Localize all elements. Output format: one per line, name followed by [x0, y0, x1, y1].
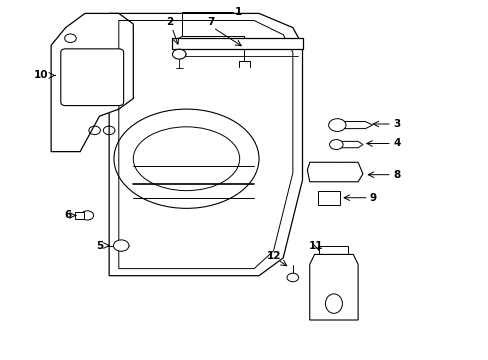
Polygon shape	[307, 162, 362, 182]
Text: 10: 10	[34, 71, 49, 80]
Polygon shape	[51, 13, 133, 152]
Circle shape	[172, 49, 185, 59]
FancyBboxPatch shape	[318, 191, 340, 205]
Text: 7: 7	[206, 17, 214, 27]
Circle shape	[113, 240, 129, 251]
Text: 5: 5	[96, 240, 103, 251]
Polygon shape	[172, 38, 302, 49]
Text: 9: 9	[368, 193, 375, 203]
Polygon shape	[331, 141, 362, 148]
Text: 6: 6	[64, 211, 72, 220]
Polygon shape	[109, 13, 302, 276]
Circle shape	[81, 211, 94, 220]
Text: 1: 1	[234, 6, 242, 17]
Text: 8: 8	[392, 170, 400, 180]
Circle shape	[329, 140, 343, 149]
FancyBboxPatch shape	[61, 49, 123, 105]
Polygon shape	[309, 255, 357, 320]
Text: 4: 4	[392, 139, 400, 148]
Text: 3: 3	[392, 119, 400, 129]
Text: 2: 2	[165, 17, 173, 27]
FancyBboxPatch shape	[75, 212, 84, 219]
Circle shape	[328, 119, 346, 131]
Circle shape	[286, 273, 298, 282]
Text: 11: 11	[308, 240, 323, 251]
Polygon shape	[331, 122, 372, 129]
Text: 12: 12	[266, 251, 281, 261]
